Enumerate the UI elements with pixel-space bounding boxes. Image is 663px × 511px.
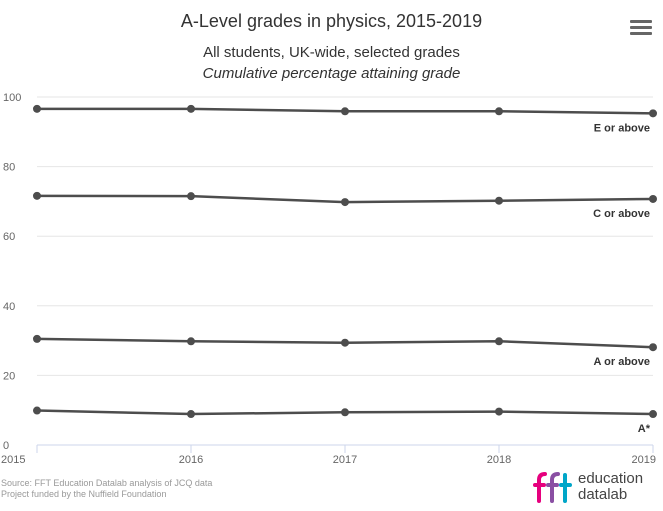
y-tick-label-0: 0 [3, 440, 9, 452]
series-a-star: A* [33, 406, 657, 435]
data-point-a-star-2015 [33, 406, 41, 415]
series-label-a-star: A* [638, 423, 651, 435]
subtitle-line-2: Cumulative percentage attaining grade [202, 65, 461, 82]
source-text: Source: FFT Education Datalab analysis o… [1, 478, 213, 488]
y-tick-label-100: 100 [3, 92, 21, 104]
data-point-e-or-above-2015 [33, 104, 41, 113]
data-point-e-or-above-2016 [187, 104, 195, 113]
data-point-a-star-2018 [495, 407, 503, 416]
data-point-a-star-2017 [341, 408, 349, 417]
funding-text: Project funded by the Nuffield Foundatio… [1, 489, 167, 499]
data-point-e-or-above-2018 [495, 107, 503, 116]
data-point-c-or-above-2018 [495, 196, 503, 205]
fft-education-datalab-logo: education datalab [532, 470, 660, 504]
data-point-e-or-above-2019 [649, 109, 657, 118]
x-tick-label-2019: 2019 [632, 454, 656, 466]
y-tick-label-20: 20 [3, 370, 15, 382]
series-a-or-above: A or above [33, 334, 657, 368]
data-point-a-star-2016 [187, 410, 195, 419]
data-point-a-or-above-2019 [649, 343, 657, 352]
fft-logo-mark-icon [533, 472, 572, 503]
x-tick-label-2016: 2016 [179, 454, 203, 466]
data-point-c-or-above-2015 [33, 191, 41, 200]
y-tick-label-40: 40 [3, 301, 15, 313]
logo-wordmark: education datalab [578, 471, 643, 503]
data-point-a-or-above-2017 [341, 338, 349, 347]
grid-lines [37, 96, 653, 376]
series-c-or-above: C or above [33, 191, 657, 220]
data-point-c-or-above-2019 [649, 194, 657, 203]
data-point-a-or-above-2015 [33, 334, 41, 343]
y-axis-tick-labels: 0 20 40 60 80 100 [3, 92, 21, 452]
series-e-or-above: E or above [33, 104, 657, 134]
chart-credits: Source: FFT Education Datalab analysis o… [1, 478, 212, 500]
data-point-a-or-above-2018 [495, 337, 503, 346]
logo-line-1: education [578, 470, 644, 487]
x-tick-label-2017: 2017 [333, 454, 357, 466]
data-point-e-or-above-2017 [341, 107, 349, 116]
data-point-c-or-above-2016 [187, 192, 195, 201]
series-label-e-or-above: E or above [594, 122, 650, 134]
series-label-a-or-above: A or above [594, 356, 650, 368]
y-tick-label-60: 60 [3, 231, 15, 243]
x-axis: 2015 2016 2017 2018 2019 [1, 444, 656, 466]
data-point-a-star-2019 [649, 410, 657, 419]
series-lines: E or above C or above A or above A* [33, 104, 657, 435]
y-tick-label-80: 80 [3, 162, 15, 174]
x-tick-label-2018: 2018 [487, 454, 511, 466]
hamburger-menu-icon[interactable] [630, 20, 652, 38]
x-tick-label-2015: 2015 [1, 454, 25, 466]
data-point-c-or-above-2017 [341, 198, 349, 207]
subtitle-line-1: All students, UK-wide, selected grades [203, 44, 460, 61]
chart-subtitle: All students, UK-wide, selected grades C… [0, 42, 663, 84]
series-label-c-or-above: C or above [593, 208, 650, 220]
logo-line-2: datalab [578, 486, 628, 503]
data-point-a-or-above-2016 [187, 337, 195, 346]
line-chart: 0 20 40 60 80 100 2015 2016 2017 2018 2019 E or a… [1, 92, 657, 466]
chart-title: A-Level grades in physics, 2015-2019 [180, 11, 483, 31]
